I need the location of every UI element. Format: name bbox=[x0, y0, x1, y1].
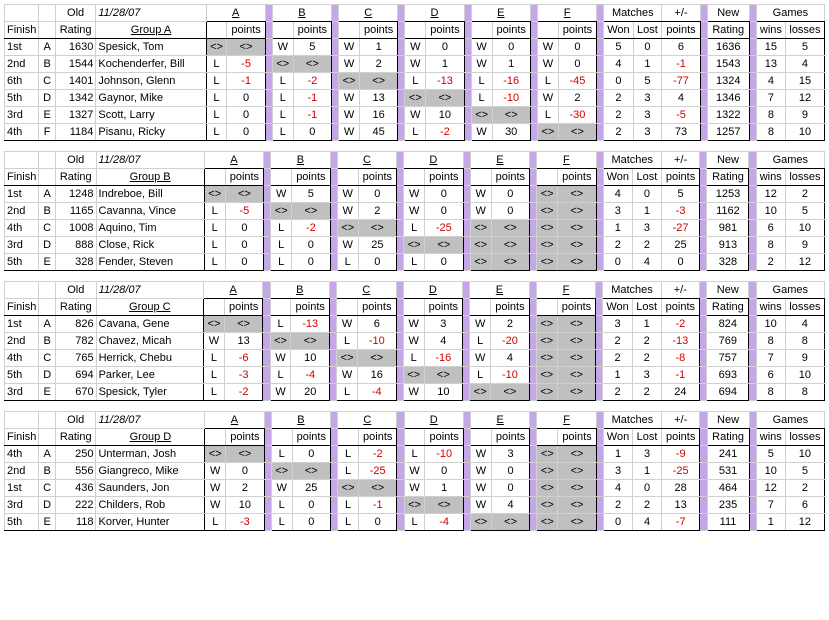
table-row: 3rdD222Childers, RobW10L0L-1<><>W4<><>22… bbox=[5, 497, 825, 514]
table-row: 2ndB782Chavez, MicahW13<><>L-10W4L-20<><… bbox=[5, 333, 825, 350]
group-table: Old11/28/07ABCDEFMatches+/-NewGamesFinis… bbox=[4, 4, 825, 141]
group-name: Group D bbox=[96, 429, 205, 446]
date-cell: 11/28/07 bbox=[96, 282, 203, 299]
table-row: 4thC765Herrick, ChebuL-6W10<><>L-16W4<><… bbox=[5, 350, 825, 367]
group-name: Group B bbox=[96, 169, 204, 186]
table-row: 4thC1008Aquino, TimL0L-2<><>L-25<><><><>… bbox=[5, 220, 825, 237]
table-row: 3rdD888Close, RickL0L0W25<><><><><><>222… bbox=[5, 237, 825, 254]
table-row: 1stA1630Spesick, Tom<><>W5W1W0W0W0506163… bbox=[5, 39, 825, 56]
table-row: 2ndB1165Cavanna, VinceL-5<><>W2W0W0<><>3… bbox=[5, 203, 825, 220]
table-row: 5thD1342Gaynor, MikeL0L-1W13<><>L-10W223… bbox=[5, 90, 825, 107]
date-cell: 11/28/07 bbox=[96, 412, 205, 429]
group-name: Group A bbox=[96, 22, 206, 39]
table-row: 6thC1401Johnson, GlennL-1L-2<><>L-13L-16… bbox=[5, 73, 825, 90]
table-row: 5thE328Fender, StevenL0L0L0L0<><><><>040… bbox=[5, 254, 825, 271]
table-row: 5thD694Parker, LeeL-3L-4W16<><>L-10<><>1… bbox=[5, 367, 825, 384]
group-table: Old11/28/07ABCDEFMatches+/-NewGamesFinis… bbox=[4, 281, 825, 401]
table-row: 4thF1184Pisanu, RickyL0L0W45L-2W30<><>23… bbox=[5, 124, 825, 141]
group-table: Old11/28/07ABCDEFMatches+/-NewGamesFinis… bbox=[4, 151, 825, 271]
group-name: Group C bbox=[96, 299, 203, 316]
table-row: 1stA826Cavana, Gene<><>L-13W6W3W2<><>31-… bbox=[5, 316, 825, 333]
date-cell: 11/28/07 bbox=[96, 152, 204, 169]
group-table: Old11/28/07ABCDEFMatches+/-NewGamesFinis… bbox=[4, 411, 825, 531]
table-row: 2ndB1544Kochenderfer, BillL-5<><>W2W1W1W… bbox=[5, 56, 825, 73]
table-row: 4thA250Unterman, Josh<><>L0L-2L-10W3<><>… bbox=[5, 446, 825, 463]
table-row: 2ndB556Giangreco, MikeW0<><>L-25W0W0<><>… bbox=[5, 463, 825, 480]
table-row: 3rdE1327Scott, LarryL0L-1W16W10<><>L-302… bbox=[5, 107, 825, 124]
date-cell: 11/28/07 bbox=[96, 5, 206, 22]
table-row: 3rdE670Spesick, TylerL-2W20L-4W10<><><><… bbox=[5, 384, 825, 401]
table-row: 1stA1248Indreboe, Bill<><>W5W0W0W0<><>40… bbox=[5, 186, 825, 203]
table-row: 5thE118Korver, HunterL-3L0L0L-4<><><><>0… bbox=[5, 514, 825, 531]
table-row: 1stC436Saunders, JonW2W25<><>W1W0<><>402… bbox=[5, 480, 825, 497]
